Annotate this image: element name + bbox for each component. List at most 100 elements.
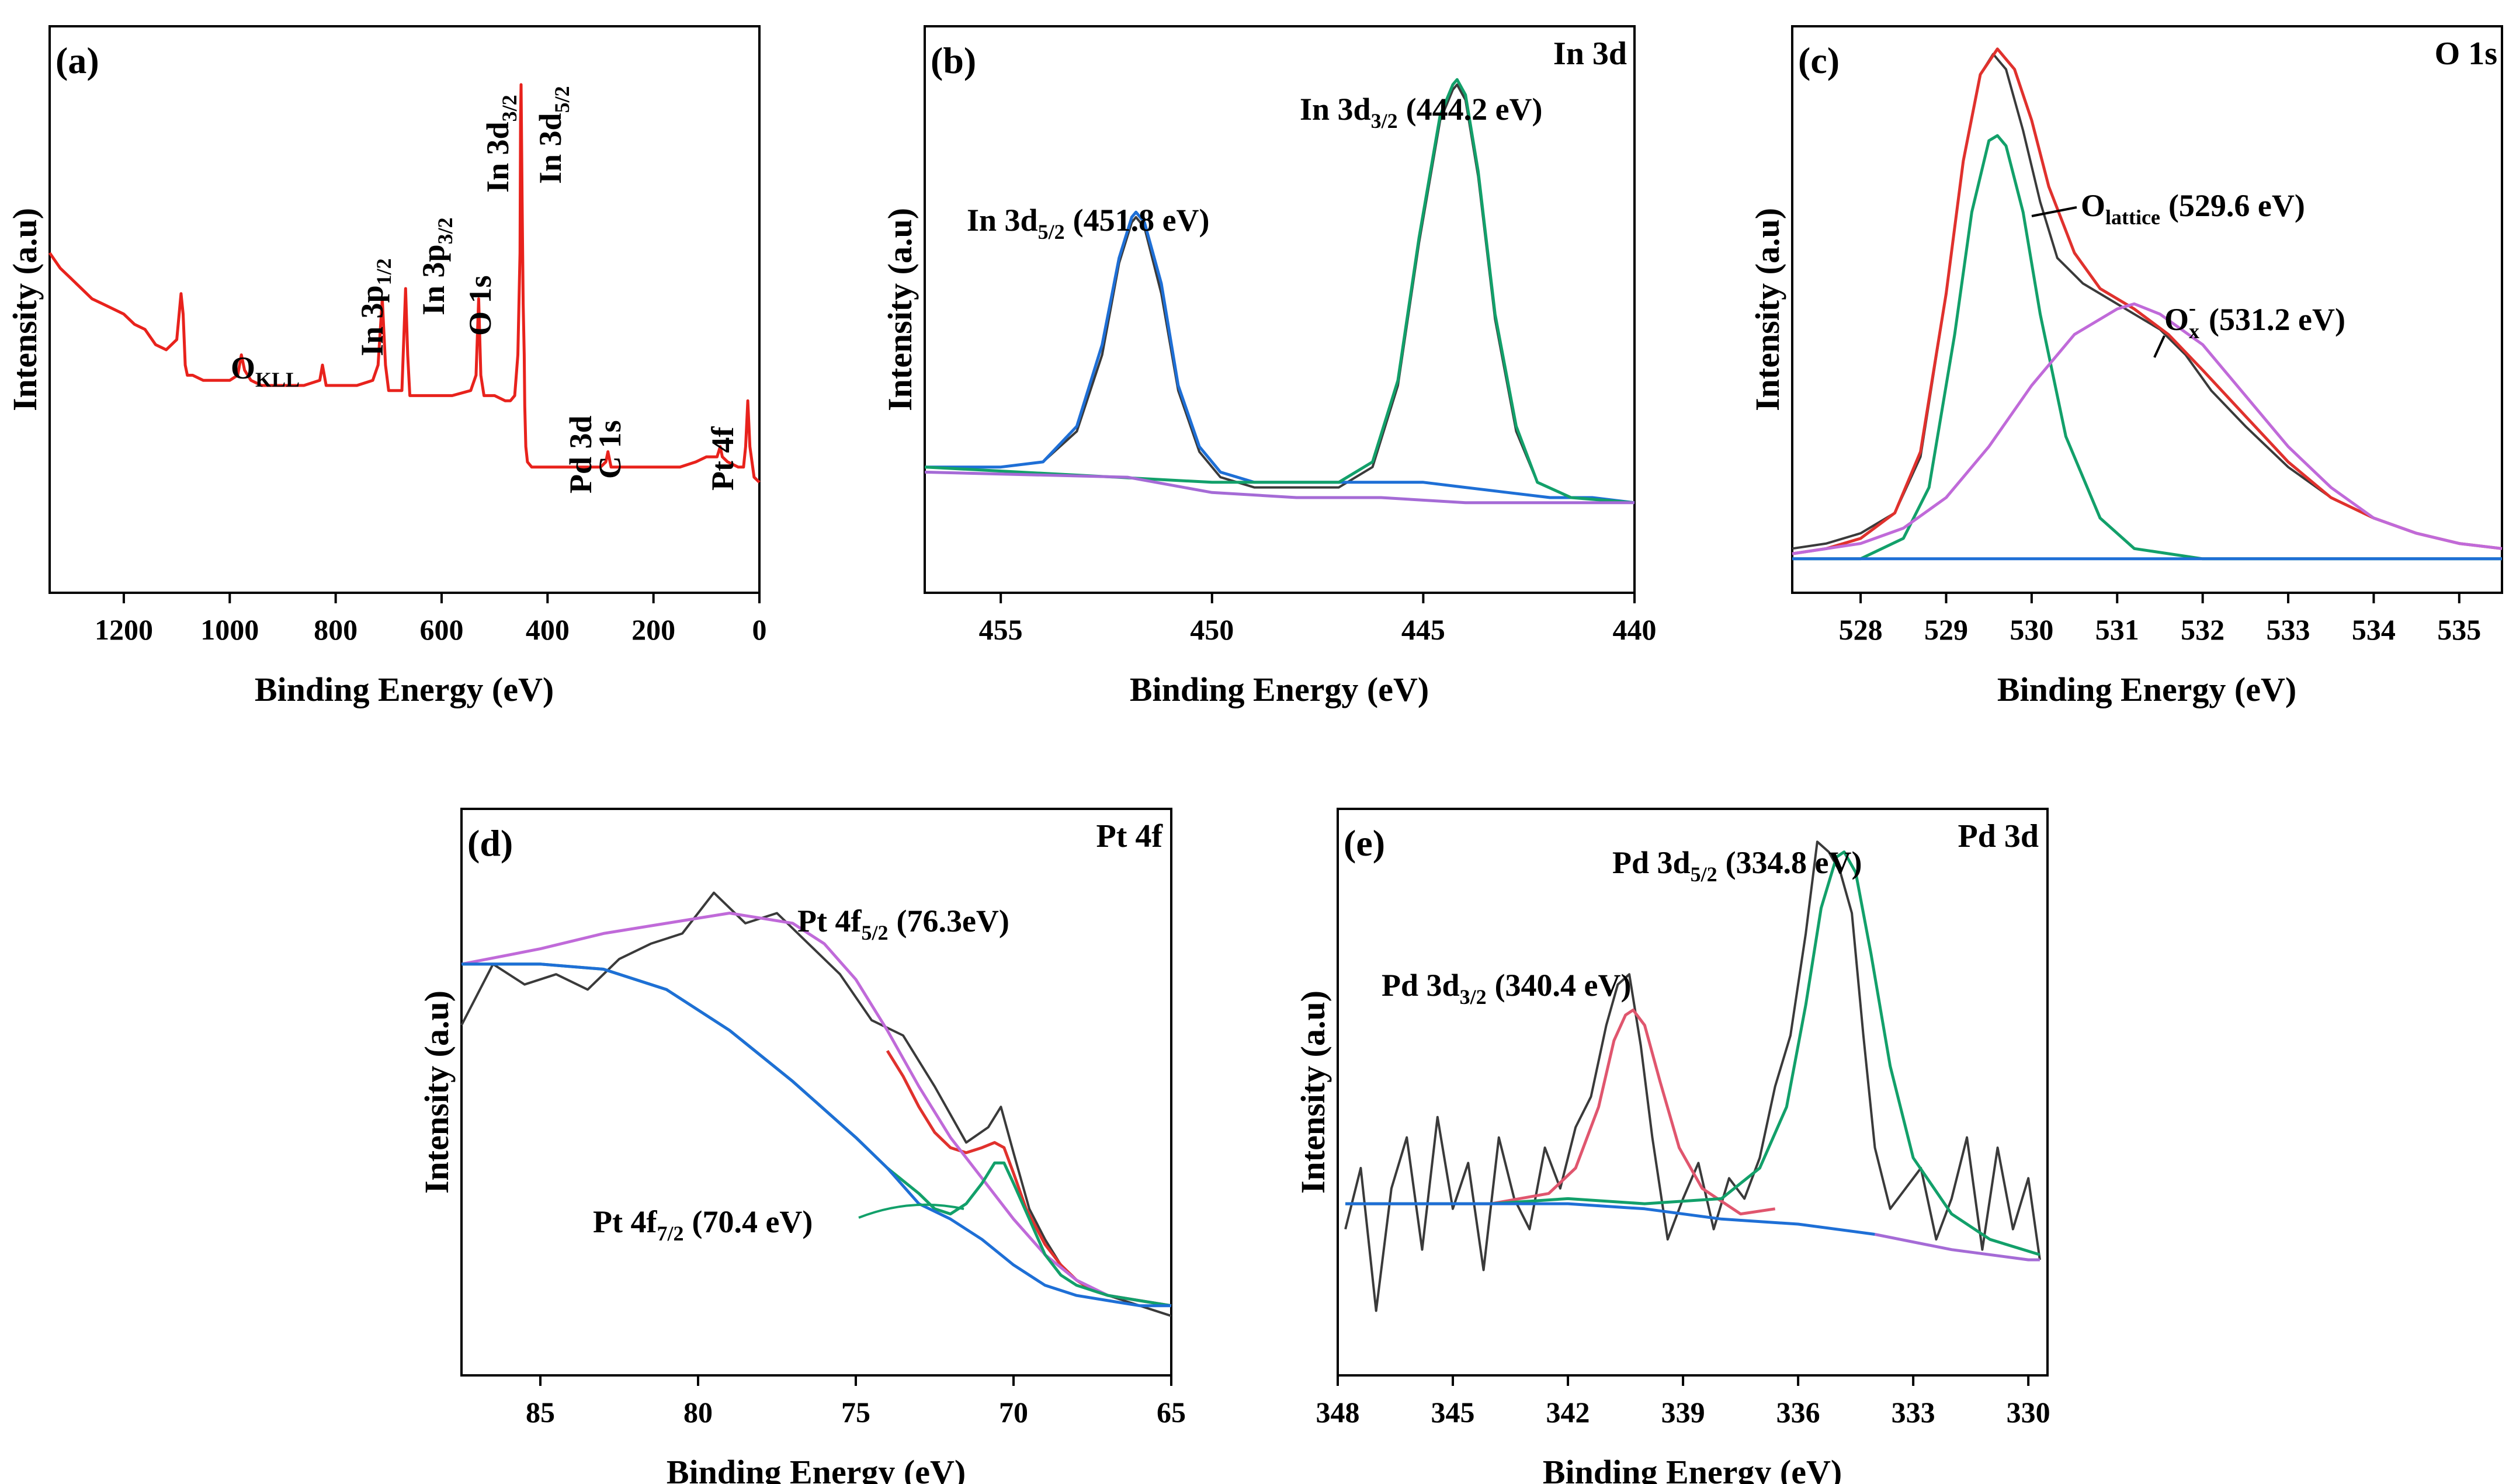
panel-e: (e) Pd 3d 348 345 342 339 336 333 330 Binding … bbox=[1294, 808, 2050, 1484]
panel-letter-e: (e) bbox=[1344, 822, 1385, 864]
annot-in3d32-b: In 3d3/2 (444.2 eV) bbox=[1300, 92, 1543, 133]
annot-pd3d-a: Pd 3d bbox=[563, 415, 598, 493]
annot-olattice: Olattice (529.6 eV) bbox=[2081, 188, 2305, 229]
y-axis-title-e: Intensity (a.u) bbox=[1294, 991, 1332, 1194]
x-tick-label: 75 bbox=[841, 1396, 870, 1429]
series-pd-3d5-2-fit bbox=[1345, 850, 2040, 1256]
series-in-3d3-2-fit bbox=[924, 78, 1635, 505]
annot-in3p12: In 3p1/2 bbox=[355, 258, 395, 356]
y-axis-title-c: Intensity (a.u) bbox=[1748, 208, 1786, 411]
panel-letter-d: (d) bbox=[467, 822, 513, 864]
x-tick-label: 65 bbox=[1157, 1396, 1186, 1429]
x-tick-label: 532 bbox=[2181, 613, 2225, 646]
series-pt-4f5-2-fit bbox=[461, 912, 1172, 1308]
x-tick-label: 330 bbox=[2007, 1396, 2050, 1429]
series-envelope bbox=[1792, 47, 2503, 555]
x-tick-label: 528 bbox=[1839, 613, 1883, 646]
x-tick-label: 455 bbox=[979, 613, 1023, 646]
tick-layer-d: 85 80 75 70 65 bbox=[526, 1375, 1186, 1429]
annot-arrow-ox bbox=[2153, 335, 2166, 358]
x-axis-title-c: Binding Energy (eV) bbox=[1997, 670, 2296, 708]
svg-text:In 3p3/2: In 3p3/2 bbox=[416, 217, 457, 315]
x-axis-title-a: Binding Energy (eV) bbox=[255, 670, 554, 708]
x-tick-label: 1000 bbox=[200, 613, 259, 646]
x-tick-label: 400 bbox=[526, 613, 570, 646]
x-tick-label: 336 bbox=[1776, 1396, 1820, 1429]
series-in-3d5-2-fit bbox=[925, 210, 1635, 505]
series-layer-d bbox=[460, 891, 1172, 1318]
panel-letter-a: (a) bbox=[55, 40, 99, 81]
plot-frame-c bbox=[1791, 25, 2503, 594]
x-tick-label: 600 bbox=[419, 613, 463, 646]
svg-text:In 3d5/2: In 3d5/2 bbox=[533, 86, 574, 184]
series-envelope bbox=[886, 1049, 1172, 1308]
svg-text:O 1s: O 1s bbox=[463, 275, 498, 336]
annot-pt4f52: Pt 4f5/2 (76.3eV) bbox=[797, 903, 1009, 944]
panel-tag-c: O 1s bbox=[2435, 36, 2497, 72]
x-tick-label: 85 bbox=[526, 1396, 555, 1429]
y-axis-title-a: Intensity (a.u) bbox=[6, 208, 44, 411]
tick-layer-c: 528 529 530 531 532 533 534 535 bbox=[1839, 593, 2481, 646]
panel-d: (d) Pt 4f 85 80 75 70 65 Binding Energy (eV)… bbox=[418, 808, 1186, 1484]
svg-text:In 3d3/2: In 3d3/2 bbox=[480, 95, 521, 193]
series-pt-4f7-2-fit bbox=[461, 962, 1172, 1308]
x-tick-label: 529 bbox=[1924, 613, 1968, 646]
tick-layer-b: 455 450 445 440 bbox=[979, 593, 1657, 646]
annot-pt4f-a: Pt 4f bbox=[705, 426, 740, 491]
x-tick-label: 535 bbox=[2437, 613, 2481, 646]
annot-pd3d52: Pd 3d5/2 (334.8 eV) bbox=[1612, 845, 1862, 886]
panel-letter-c: (c) bbox=[1798, 40, 1840, 81]
panel-tag-b: In 3d bbox=[1553, 36, 1627, 72]
tick-layer-a: 1200 1000 800 600 400 200 0 bbox=[95, 593, 767, 646]
x-tick-label: 450 bbox=[1190, 613, 1234, 646]
x-axis-title-e: Binding Energy (eV) bbox=[1543, 1453, 1842, 1484]
x-axis-title-d: Binding Energy (eV) bbox=[667, 1453, 966, 1484]
x-tick-label: 339 bbox=[1661, 1396, 1705, 1429]
x-tick-label: 445 bbox=[1401, 613, 1445, 646]
x-tick-label: 0 bbox=[752, 613, 767, 646]
annot-in3p32: In 3p3/2 bbox=[416, 217, 457, 315]
x-tick-label: 531 bbox=[2095, 613, 2139, 646]
x-tick-label: 345 bbox=[1431, 1396, 1475, 1429]
plot-frame-a bbox=[48, 25, 761, 594]
panel-a: (a) 1200 1000 800 600 400 200 0 Binding Energy… bbox=[6, 25, 767, 708]
annot-in3d52: In 3d5/2 bbox=[533, 86, 574, 184]
x-tick-label: 342 bbox=[1546, 1396, 1590, 1429]
panel-letter-b: (b) bbox=[931, 40, 976, 81]
y-axis-title-b: Intensity (a.u) bbox=[881, 208, 919, 411]
x-axis-title-b: Binding Energy (eV) bbox=[1130, 670, 1429, 708]
x-tick-label: 530 bbox=[2010, 613, 2053, 646]
annot-okll: OKLL bbox=[231, 350, 300, 391]
svg-text:In 3p1/2: In 3p1/2 bbox=[355, 258, 395, 356]
series-o-lattice bbox=[1792, 134, 2502, 561]
series-background bbox=[461, 962, 1171, 1308]
plot-frame-d bbox=[460, 808, 1172, 1377]
annot-ox: Ox- (531.2 eV) bbox=[2164, 296, 2345, 343]
annot-c1s: C 1s bbox=[592, 420, 627, 479]
series-layer-c bbox=[1792, 47, 2503, 561]
series-raw bbox=[925, 83, 1635, 504]
series-survey bbox=[48, 83, 761, 484]
x-tick-label: 533 bbox=[2267, 613, 2310, 646]
x-tick-label: 80 bbox=[683, 1396, 713, 1429]
x-tick-label: 333 bbox=[1892, 1396, 1935, 1429]
tick-layer-e: 348 345 342 339 336 333 330 bbox=[1316, 1375, 2050, 1429]
series-background bbox=[924, 470, 1634, 505]
series-ox- bbox=[1792, 302, 2503, 555]
series-layer-b bbox=[924, 78, 1635, 505]
annot-pt4f72: Pt 4f7/2 (70.4 eV) bbox=[593, 1204, 813, 1245]
annot-in3d52-b: In 3d5/2 (451.8 eV) bbox=[967, 203, 1210, 244]
y-axis-title-d: Intensity (a.u) bbox=[418, 991, 456, 1194]
annot-in3d32: In 3d3/2 bbox=[480, 95, 521, 193]
panel-c: (c) O 1s 528 529 530 531 532 533 534 535 Bindin… bbox=[1748, 25, 2503, 708]
annot-pd3d32: Pd 3d3/2 (340.4 eV) bbox=[1382, 968, 1632, 1009]
series-raw bbox=[1344, 840, 2041, 1312]
x-tick-label: 70 bbox=[999, 1396, 1028, 1429]
series-background-tail bbox=[1875, 1233, 2040, 1261]
panel-b: (b) In 3d 455 450 445 440 Binding Energy (e… bbox=[881, 25, 1657, 708]
svg-text:C 1s: C 1s bbox=[592, 420, 627, 479]
annot-arrow-olattice bbox=[2031, 206, 2077, 217]
panel-tag-e: Pd 3d bbox=[1958, 818, 2039, 854]
panel-tag-d: Pt 4f bbox=[1096, 818, 1163, 854]
